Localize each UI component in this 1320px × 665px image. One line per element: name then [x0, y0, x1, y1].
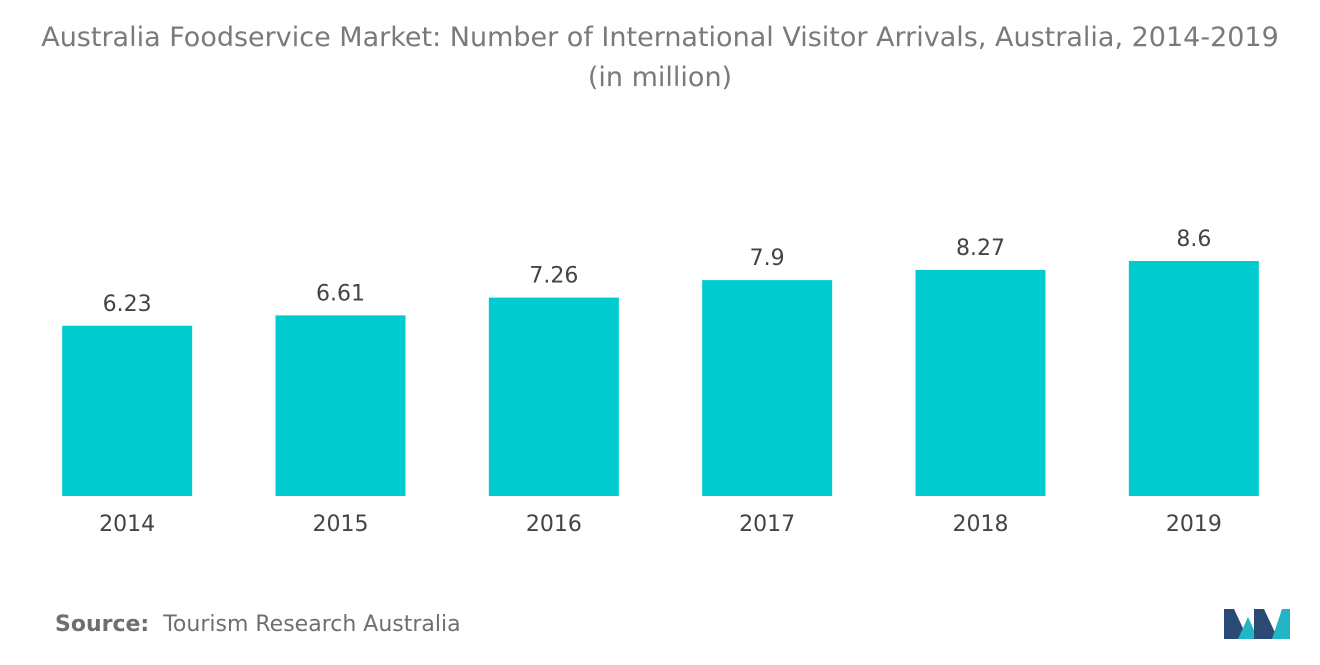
x-tick-label-2014: 2014	[99, 512, 155, 537]
x-tick-label-2016: 2016	[526, 512, 582, 537]
data-label-2016: 7.26	[529, 264, 578, 289]
data-label-2017: 7.9	[750, 246, 785, 271]
chart-title-line2: (in million)	[587, 62, 733, 93]
bar-2014	[62, 325, 193, 496]
bar-2018	[915, 270, 1046, 496]
data-label-2019: 8.6	[1176, 227, 1211, 252]
bar-2017	[702, 280, 833, 496]
source-label: Source:	[55, 612, 150, 637]
data-label-2018: 8.27	[956, 236, 1005, 261]
data-label-2014: 6.23	[103, 292, 152, 317]
x-tick-label-2015: 2015	[313, 512, 369, 537]
x-tick-label-2018: 2018	[953, 512, 1009, 537]
chart-title-line1: Australia Foodservice Market: Number of …	[41, 22, 1279, 53]
x-tick-label-2017: 2017	[739, 512, 795, 537]
data-label-2015: 6.61	[316, 281, 365, 306]
bar-2015	[275, 315, 406, 496]
bar-2016	[488, 297, 619, 496]
x-tick-label-2019: 2019	[1166, 512, 1222, 537]
mordor-logo-icon	[1224, 609, 1290, 639]
chart-title: Australia Foodservice Market: Number of …	[0, 18, 1320, 98]
source-text: Tourism Research Australia	[163, 612, 461, 637]
source-note: Source: Tourism Research Australia	[55, 612, 461, 637]
bar-2019	[1128, 261, 1259, 496]
